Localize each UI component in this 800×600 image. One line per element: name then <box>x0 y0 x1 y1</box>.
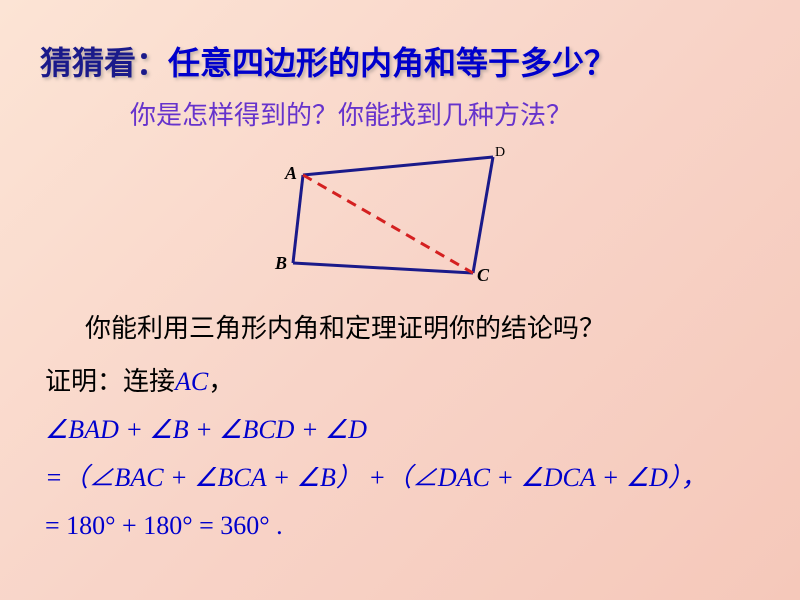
proof-suffix: ， <box>208 367 234 396</box>
vertex-label-b: B <box>275 253 287 274</box>
edge-cd <box>473 157 493 273</box>
vertex-label-a: A <box>285 163 297 184</box>
proof-line-1: 证明：连接AC， <box>45 358 707 406</box>
slide-title: 猜猜看：任意四边形的内角和等于多少？ <box>40 38 616 84</box>
proof-block: 证明：连接AC， ∠BAD + ∠B + ∠BCD + ∠D =（∠BAC + … <box>45 358 707 550</box>
proof-line-2: ∠BAD + ∠B + ∠BCD + ∠D <box>45 406 707 454</box>
subtitle: 你是怎样得到的？你能找到几种方法？ <box>130 95 572 132</box>
question-proof: 你能利用三角形内角和定理证明你的结论吗？ <box>85 308 605 345</box>
diagonal-ac <box>303 175 473 273</box>
proof-prefix: 证明：连接 <box>45 367 175 396</box>
proof-var-ac: AC <box>175 367 208 396</box>
edge-bc <box>293 263 473 273</box>
edge-da <box>303 157 493 175</box>
proof-line-4: = 180° + 180° = 360° . <box>45 502 707 550</box>
quadrilateral-diagram: A B C D <box>245 145 555 290</box>
vertex-label-c: C <box>477 265 489 286</box>
edge-ab <box>293 175 303 263</box>
title-main: 任意四边形的内角和等于多少？ <box>168 45 616 81</box>
proof-line-3: =（∠BAC + ∠BCA + ∠B） +（∠DAC + ∠DCA + ∠D）， <box>45 454 707 502</box>
title-prefix: 猜猜看： <box>40 45 168 81</box>
vertex-label-d: D <box>495 145 505 161</box>
